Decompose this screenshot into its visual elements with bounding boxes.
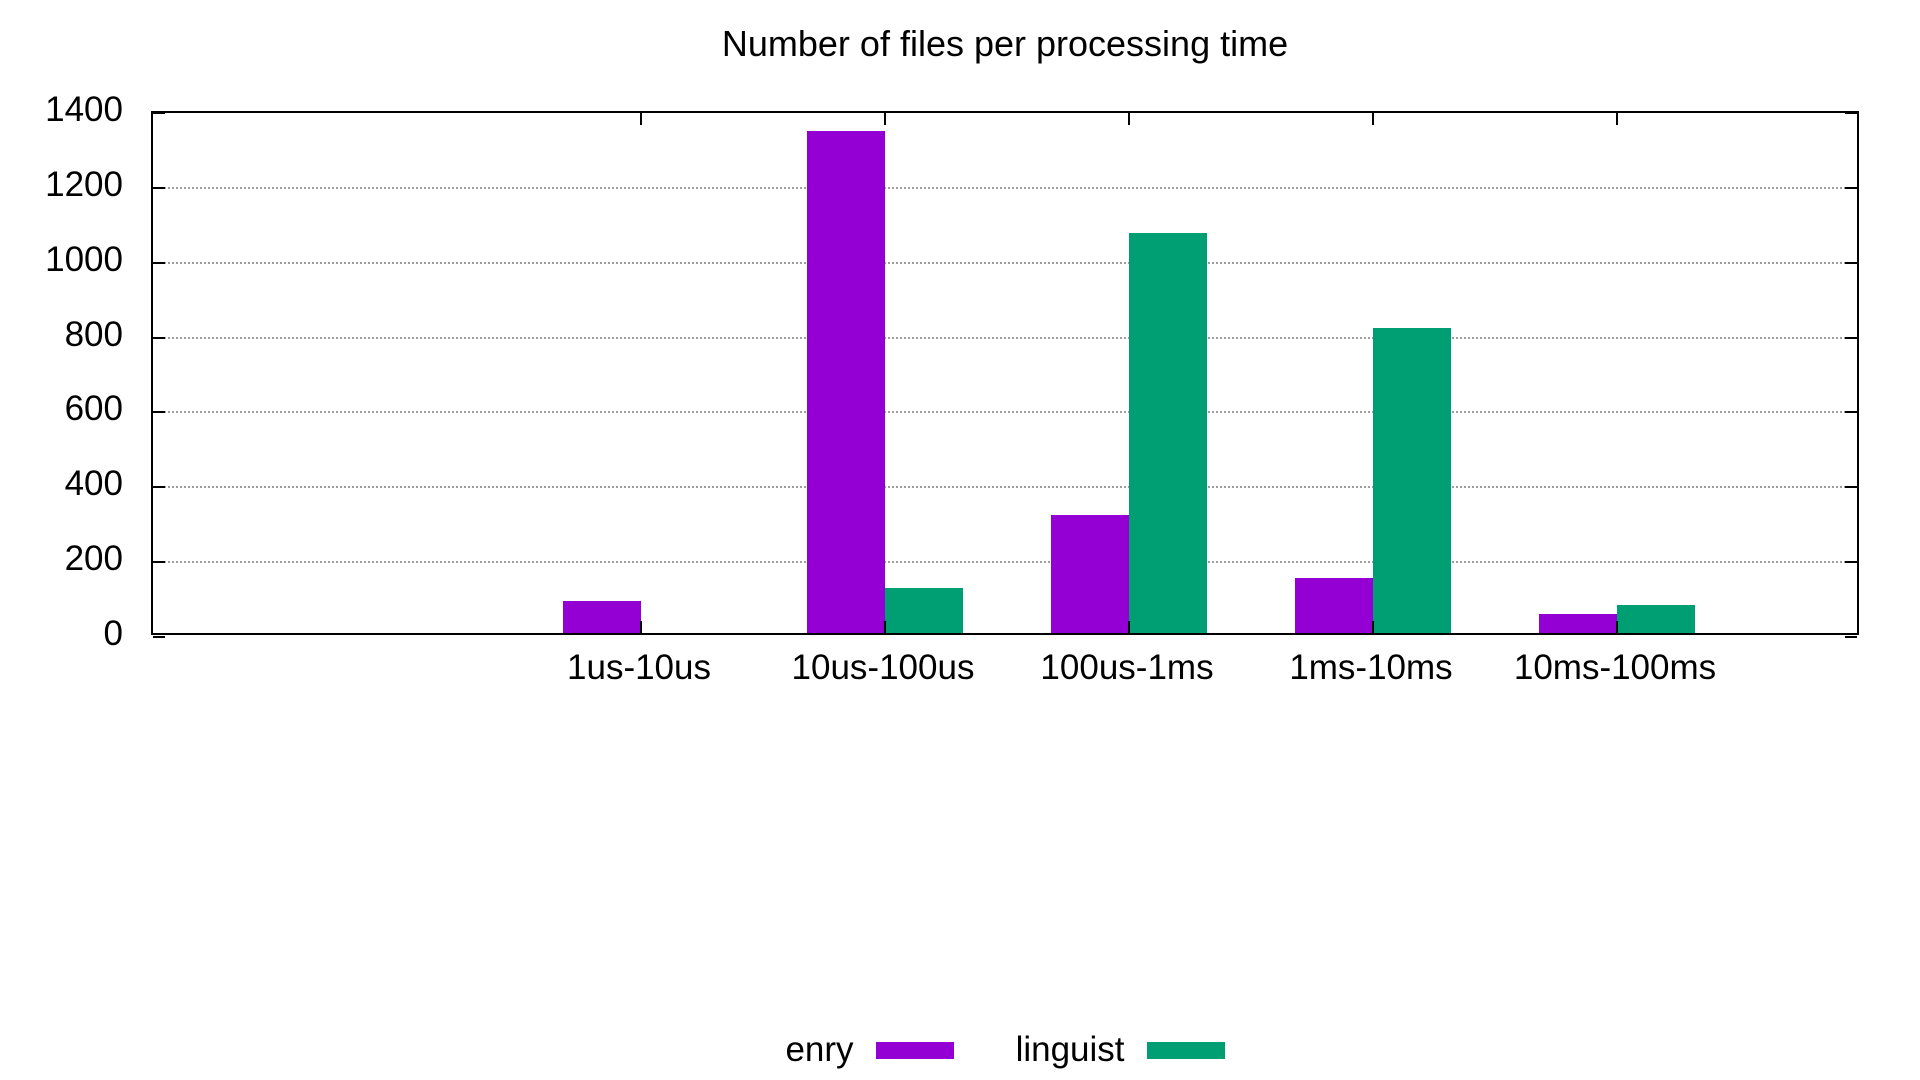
x-tick-mark <box>1616 113 1618 125</box>
bar-linguist-10us-100us <box>885 588 963 633</box>
y-tick-label-800: 800 <box>64 314 123 354</box>
y-tick-label-200: 200 <box>64 539 123 579</box>
x-tick-mark <box>1128 113 1130 125</box>
gridline-y-1000 <box>153 261 1857 264</box>
x-tick-label-10us-100us: 10us-100us <box>791 648 975 687</box>
x-tick-label-100us-1ms: 100us-1ms <box>1040 648 1214 687</box>
bar-linguist-1ms-10ms <box>1373 327 1451 633</box>
y-tick-mark <box>153 411 165 414</box>
gridline-y-400 <box>153 486 1857 489</box>
y-tick-mark <box>1845 411 1857 414</box>
legend-label-linguist: linguist <box>1015 1030 1125 1069</box>
x-tick-mark <box>1372 621 1374 633</box>
x-tick-label-10ms-100ms: 10ms-100ms <box>1513 648 1717 687</box>
y-tick-mark <box>153 261 165 264</box>
y-tick-label-1400: 1400 <box>45 90 123 129</box>
legend-swatch-linguist <box>1146 1041 1225 1059</box>
bar-enry-1us-10us <box>563 601 641 633</box>
y-tick-mark <box>1845 486 1857 489</box>
y-tick-label-1000: 1000 <box>45 239 123 279</box>
x-tick-label-1ms-10ms: 1ms-10ms <box>1289 648 1453 687</box>
bar-enry-100us-1ms <box>1051 515 1129 633</box>
gridline-y-600 <box>153 411 1857 414</box>
legend-entry-linguist: linguist <box>1016 1030 1225 1070</box>
gridline-y-1200 <box>153 186 1857 189</box>
y-tick-mark <box>1845 336 1857 339</box>
x-tick-mark <box>884 621 886 633</box>
x-tick-mark <box>640 113 642 125</box>
x-tick-mark <box>1616 621 1618 633</box>
y-tick-mark <box>1845 261 1857 264</box>
gridline-y-800 <box>153 336 1857 339</box>
gridline-y-200 <box>153 561 1857 564</box>
y-tick-mark <box>1845 561 1857 564</box>
y-tick-mark <box>153 186 165 189</box>
y-tick-mark <box>1845 636 1857 638</box>
x-tick-mark <box>1372 113 1374 125</box>
chart-title: Number of files per processing time <box>721 23 1289 64</box>
bar-linguist-100us-1ms <box>1129 232 1207 633</box>
y-axis-tick-labels: 0 200 400 600 800 1000 1200 1400 <box>0 0 123 1080</box>
y-tick-mark <box>153 561 165 564</box>
plot-area <box>151 111 1859 638</box>
y-tick-label-600: 600 <box>64 389 123 429</box>
legend-entry-enry: enry <box>785 1030 954 1070</box>
legend-swatch-enry <box>875 1041 954 1059</box>
x-axis-tick-labels: 1us-10us 10us-100us 100us-1ms 1ms-10ms 10ms-… <box>151 648 1859 698</box>
bar-enry-10us-100us <box>807 131 885 633</box>
y-tick-label-400: 400 <box>64 464 123 504</box>
y-tick-mark <box>153 336 165 339</box>
legend-label-enry: enry <box>785 1030 854 1069</box>
y-tick-mark <box>153 112 165 114</box>
y-tick-mark <box>1845 112 1857 114</box>
x-tick-label-1us-10us: 1us-10us <box>567 648 711 687</box>
y-tick-label-1200: 1200 <box>45 164 123 204</box>
x-tick-mark <box>640 621 642 633</box>
bar-enry-1ms-10ms <box>1295 577 1373 633</box>
bar-enry-10ms-100ms <box>1539 614 1617 633</box>
y-tick-mark <box>153 486 165 489</box>
bar-linguist-10ms-100ms <box>1617 605 1695 633</box>
y-tick-label-0: 0 <box>103 614 123 653</box>
y-tick-mark <box>153 636 165 638</box>
x-tick-mark <box>1128 621 1130 633</box>
legend: enry linguist <box>151 1030 1859 1070</box>
y-tick-mark <box>1845 186 1857 189</box>
x-tick-mark <box>884 113 886 125</box>
